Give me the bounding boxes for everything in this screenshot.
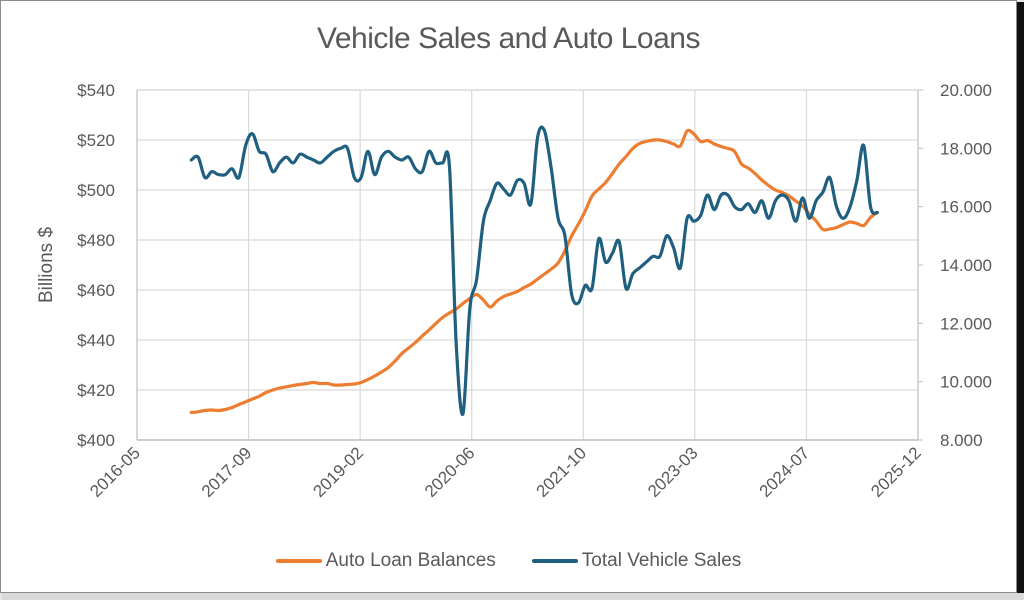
y-tick-label: $480 xyxy=(77,231,115,250)
x-tick-label: 2024-07 xyxy=(756,443,814,501)
legend-swatch-orange-icon xyxy=(275,559,322,563)
y2-tick-label: 14.000 xyxy=(940,256,992,275)
legend: Auto Loan Balances Total Vehicle Sales xyxy=(0,550,1017,572)
legend-item-auto-loans: Auto Loan Balances xyxy=(275,550,496,572)
y-tick-label: $520 xyxy=(77,131,115,150)
legend-swatch-blue-icon xyxy=(531,559,578,563)
total-vehicle-sales-line xyxy=(189,125,879,416)
y2-tick-label: 8.000 xyxy=(940,431,983,450)
y-tick-label: $460 xyxy=(77,281,115,300)
x-tick-label: 2021-10 xyxy=(533,443,591,501)
y-tick-label: $420 xyxy=(77,381,115,400)
auto-loan-balances-line xyxy=(189,128,879,415)
x-tick-label: 2023-03 xyxy=(644,443,702,501)
chart-title: Vehicle Sales and Auto Loans xyxy=(317,22,700,55)
axes: $400 $420 $440 $460 $480 $500 $520 $540 8.000 10.… xyxy=(77,81,992,501)
x-tick-label: 2025-12 xyxy=(867,443,925,501)
gridlines xyxy=(137,89,918,440)
x-tick-label: 2019-02 xyxy=(309,443,367,501)
legend-label: Auto Loan Balances xyxy=(325,550,496,571)
y-tick-label: $400 xyxy=(77,431,115,450)
frame-shadow-bottom xyxy=(2,593,1024,600)
series-lines xyxy=(189,125,879,416)
y-axis-label: Billions $ xyxy=(36,227,57,303)
y-tick-label: $500 xyxy=(77,181,115,200)
legend-item-vehicle-sales: Total Vehicle Sales xyxy=(531,550,742,572)
y2-tick-label: 16.000 xyxy=(940,198,992,217)
x-tick-label: 2016-05 xyxy=(86,443,144,501)
y-tick-label: $540 xyxy=(77,81,115,100)
y2-tick-label: 18.000 xyxy=(940,139,992,158)
y2-tick-label: 10.000 xyxy=(940,373,992,392)
x-tick-label: 2020-06 xyxy=(421,443,479,501)
legend-label: Total Vehicle Sales xyxy=(581,550,742,571)
frame-shadow-right xyxy=(1017,2,1024,600)
y-tick-label: $440 xyxy=(77,331,115,350)
y2-tick-label: 20.000 xyxy=(940,81,992,100)
x-tick-label: 2017-09 xyxy=(198,443,256,501)
y2-tick-label: 12.000 xyxy=(940,314,992,333)
